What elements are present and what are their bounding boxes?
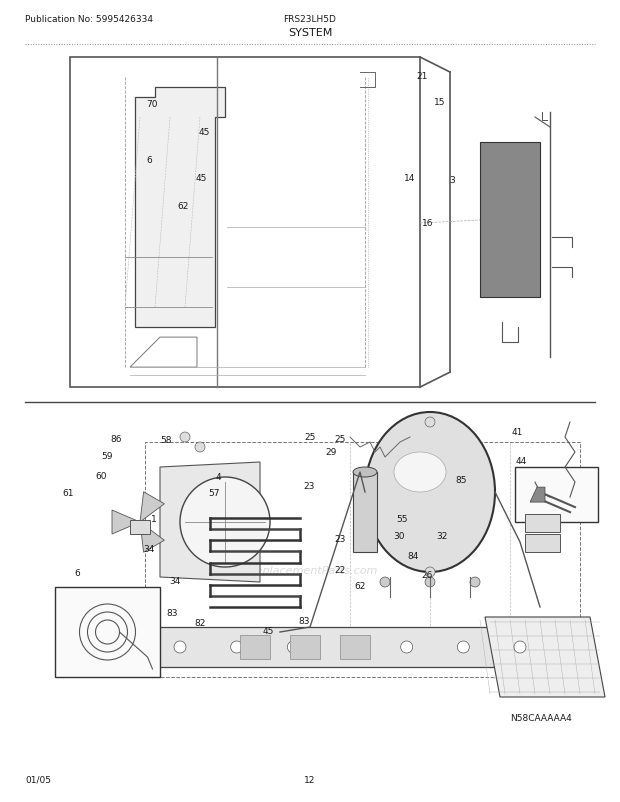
Text: 6: 6 xyxy=(146,156,152,165)
Text: 25: 25 xyxy=(304,432,316,442)
Text: 29: 29 xyxy=(326,448,337,457)
Circle shape xyxy=(344,642,356,653)
Bar xyxy=(290,635,320,659)
Text: 84: 84 xyxy=(407,551,419,561)
Text: 21: 21 xyxy=(416,71,427,81)
Polygon shape xyxy=(530,488,545,503)
Text: 45: 45 xyxy=(262,626,273,636)
Text: 12: 12 xyxy=(304,775,316,784)
Text: 32: 32 xyxy=(436,531,448,541)
Circle shape xyxy=(401,642,413,653)
Circle shape xyxy=(425,567,435,577)
Text: Publication No: 5995426334: Publication No: 5995426334 xyxy=(25,15,153,24)
Circle shape xyxy=(174,642,186,653)
Text: 16: 16 xyxy=(422,218,433,228)
Text: 44: 44 xyxy=(515,456,526,466)
Polygon shape xyxy=(140,492,164,522)
Polygon shape xyxy=(135,88,225,328)
Text: 23: 23 xyxy=(334,534,345,544)
Bar xyxy=(353,472,377,553)
Text: 25: 25 xyxy=(335,434,346,444)
Text: 83: 83 xyxy=(167,608,178,618)
Text: eReplacementParts.com: eReplacementParts.com xyxy=(242,565,378,575)
Text: 55: 55 xyxy=(396,514,407,524)
Text: 30: 30 xyxy=(394,531,405,541)
Text: 83: 83 xyxy=(298,616,309,626)
Text: 82: 82 xyxy=(195,618,206,627)
Circle shape xyxy=(287,642,299,653)
Text: 61: 61 xyxy=(63,488,74,498)
Text: 62: 62 xyxy=(177,201,188,211)
Ellipse shape xyxy=(394,452,446,492)
Bar xyxy=(130,520,150,534)
Circle shape xyxy=(425,577,435,587)
Bar xyxy=(515,468,598,522)
Text: 58: 58 xyxy=(160,435,171,445)
Text: 01/05: 01/05 xyxy=(25,775,51,784)
Text: 34: 34 xyxy=(170,576,181,585)
Text: 62: 62 xyxy=(354,581,365,590)
Circle shape xyxy=(514,642,526,653)
Text: 45: 45 xyxy=(199,128,210,137)
Text: N58CAAAAA4: N58CAAAAA4 xyxy=(510,713,572,722)
Text: 22: 22 xyxy=(334,565,345,574)
Circle shape xyxy=(231,642,242,653)
Text: 57: 57 xyxy=(208,488,219,498)
Text: 15: 15 xyxy=(435,98,446,107)
Bar xyxy=(340,635,370,659)
Text: 86: 86 xyxy=(111,434,122,444)
Text: 34: 34 xyxy=(143,544,154,553)
Circle shape xyxy=(180,477,270,567)
Text: 70: 70 xyxy=(146,99,157,109)
Text: 1: 1 xyxy=(151,514,157,524)
Circle shape xyxy=(470,577,480,587)
Text: 4: 4 xyxy=(215,472,221,482)
Text: 59: 59 xyxy=(102,451,113,460)
Circle shape xyxy=(458,642,469,653)
Polygon shape xyxy=(112,510,140,534)
Text: 41: 41 xyxy=(512,427,523,436)
Bar xyxy=(55,587,160,677)
Ellipse shape xyxy=(365,412,495,573)
Bar xyxy=(240,635,270,659)
Text: 26: 26 xyxy=(421,570,432,580)
Polygon shape xyxy=(485,618,605,697)
Text: 60: 60 xyxy=(95,471,107,480)
Text: 85: 85 xyxy=(456,475,467,484)
Text: 3: 3 xyxy=(450,176,456,185)
Bar xyxy=(480,143,540,298)
Bar xyxy=(525,514,560,533)
Bar xyxy=(525,534,560,553)
Bar xyxy=(150,627,550,667)
Text: 45: 45 xyxy=(196,173,207,183)
Circle shape xyxy=(195,443,205,452)
Circle shape xyxy=(425,418,435,427)
Circle shape xyxy=(180,432,190,443)
Polygon shape xyxy=(140,522,164,553)
Text: SYSTEM: SYSTEM xyxy=(288,28,332,38)
Text: 14: 14 xyxy=(404,173,415,183)
Text: FRS23LH5D: FRS23LH5D xyxy=(283,15,337,24)
Bar xyxy=(145,443,580,677)
Polygon shape xyxy=(160,463,260,582)
Circle shape xyxy=(380,577,390,587)
Text: 23: 23 xyxy=(303,481,314,491)
Text: 6: 6 xyxy=(74,568,81,577)
Ellipse shape xyxy=(353,468,377,477)
